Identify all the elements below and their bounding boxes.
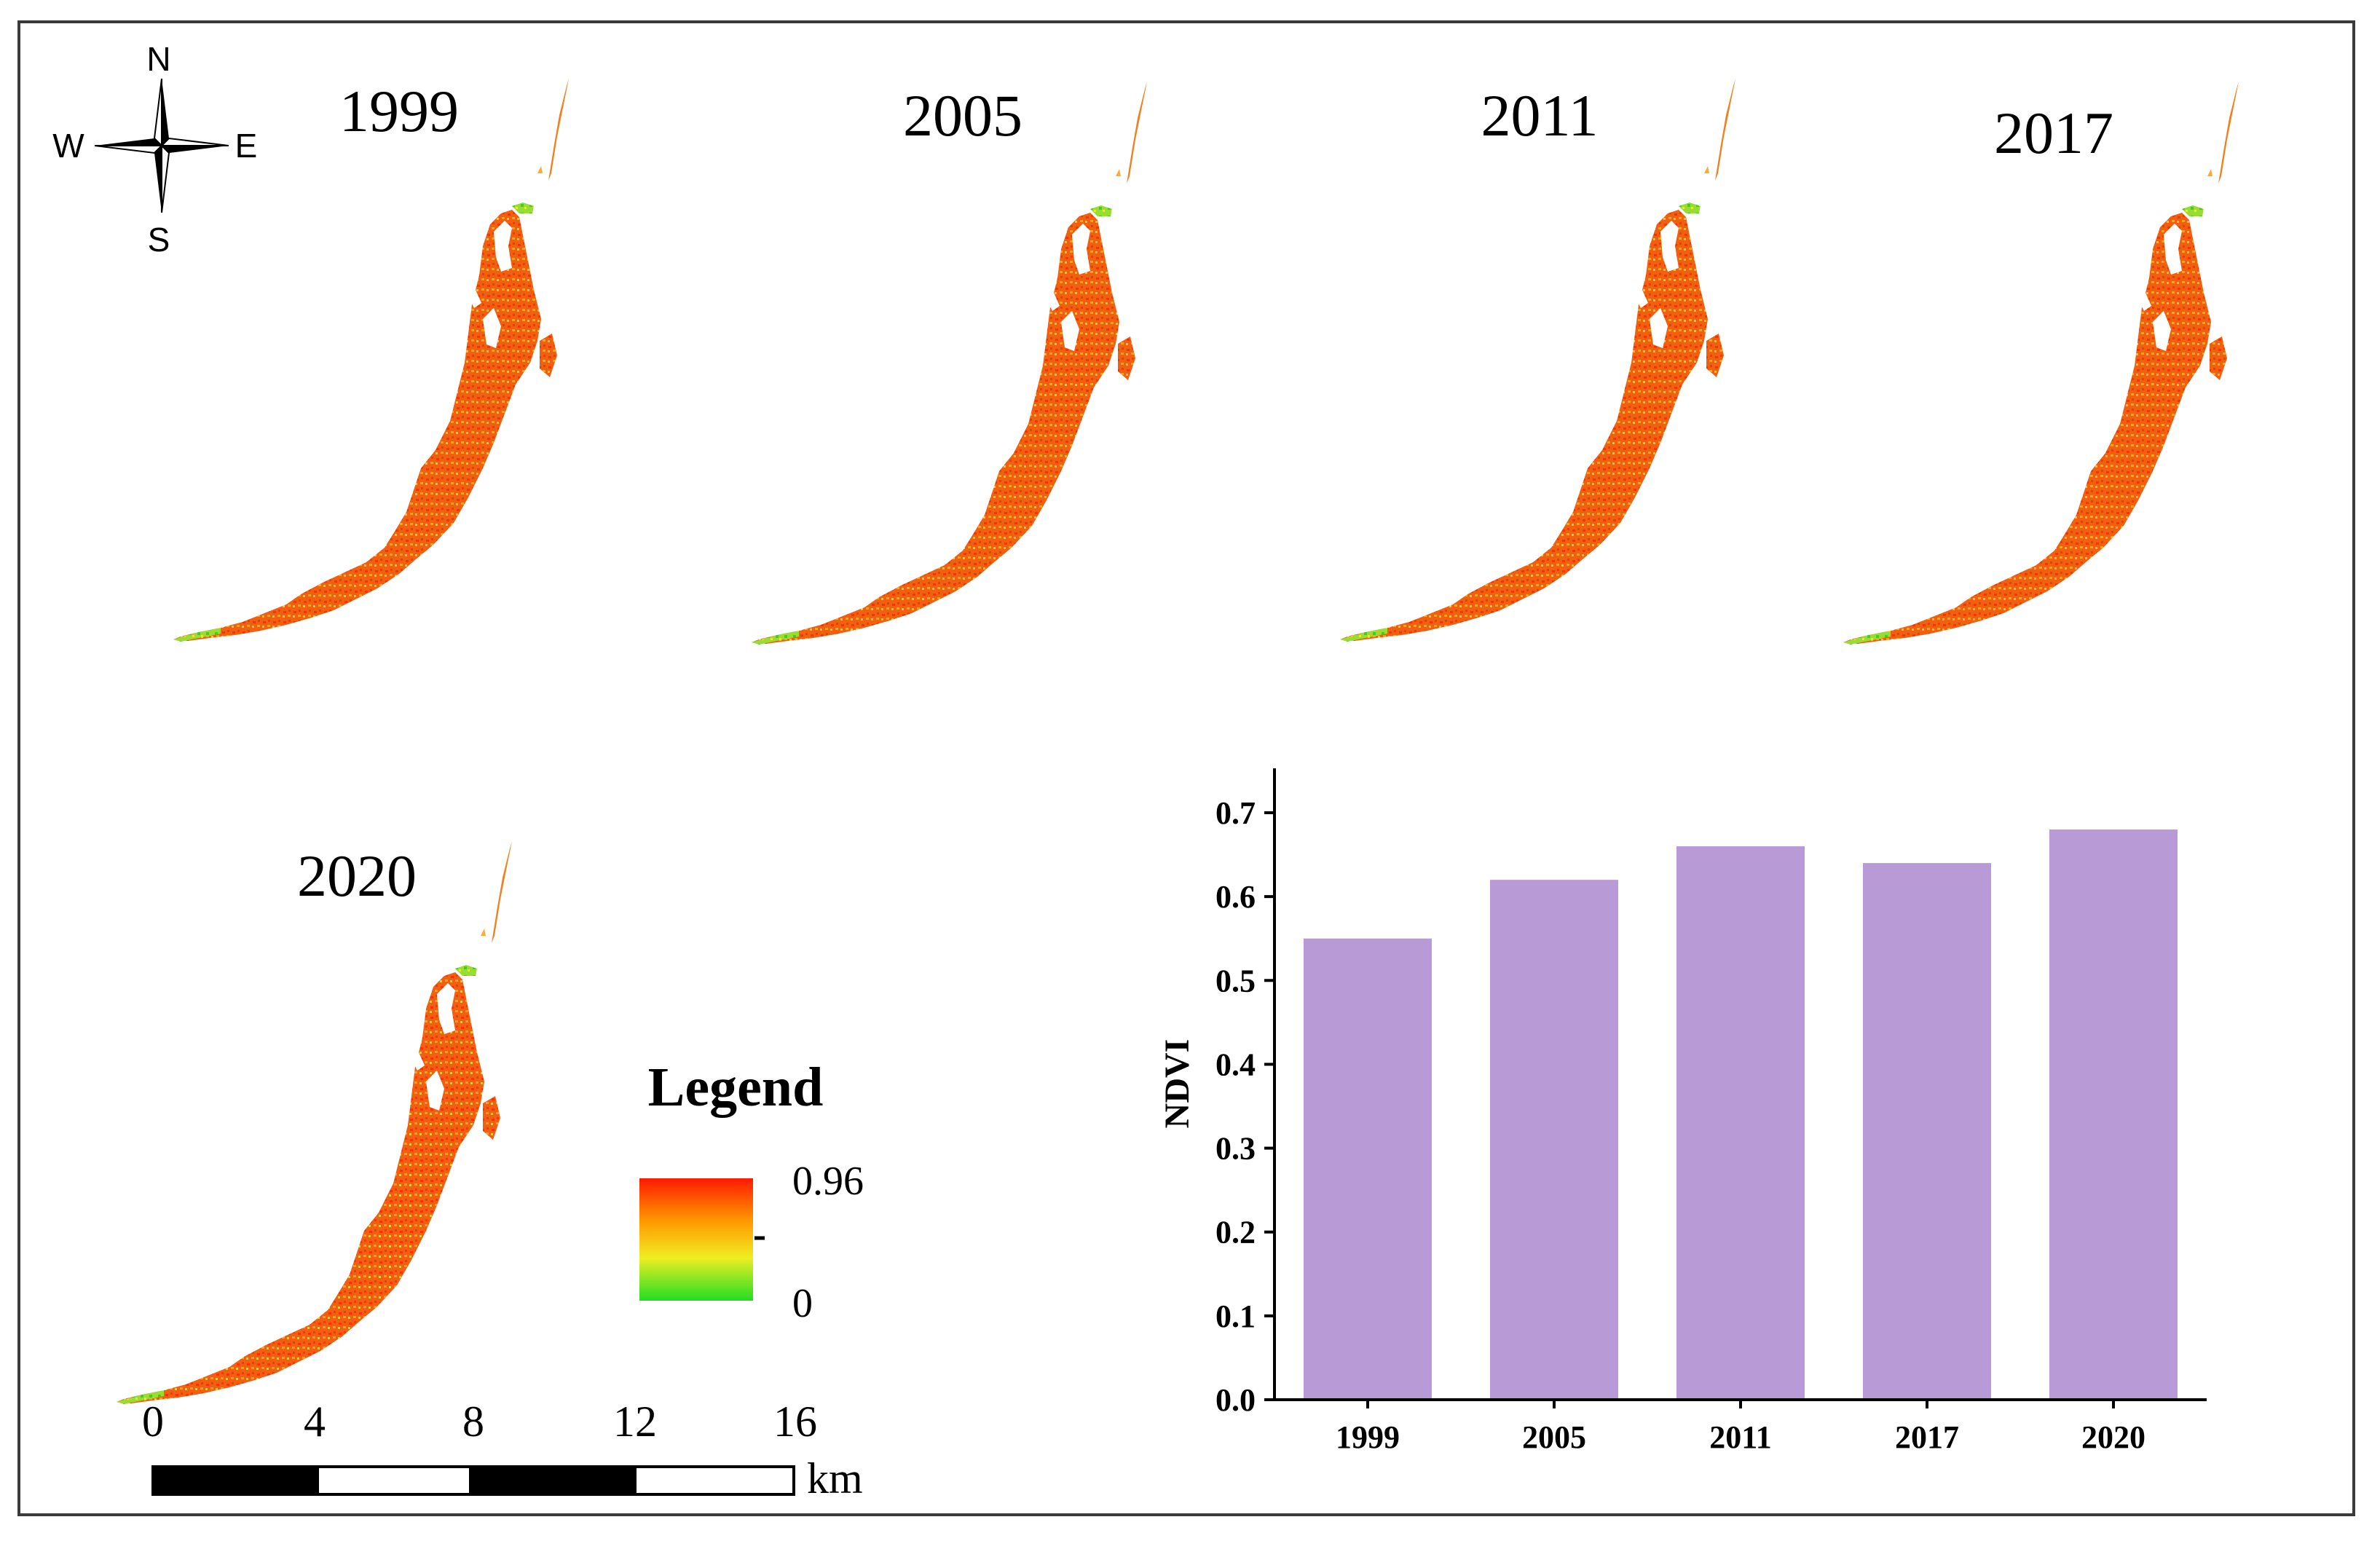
y-tick-label: 0.3 — [1215, 1131, 1256, 1167]
y-tick-label: 0.7 — [1215, 795, 1256, 831]
map-year-label: 1999 — [339, 78, 459, 144]
bar-2020 — [2049, 829, 2178, 1400]
compass-e-label: E — [235, 127, 258, 165]
x-tick-label: 2005 — [1522, 1419, 1586, 1455]
map-year-label: 2020 — [297, 843, 417, 909]
map-year-label: 2005 — [903, 82, 1022, 149]
y-tick-label: 0.2 — [1215, 1215, 1256, 1250]
scale-tick-label: 0 — [142, 1398, 164, 1446]
x-tick-label: 2017 — [1895, 1419, 1959, 1455]
x-tick-label: 2011 — [1709, 1419, 1772, 1455]
x-tick-label: 1999 — [1336, 1419, 1400, 1455]
ndvi-bar-chart: 0.0 0.1 0.2 0.3 0.4 0.5 0.6 0.7 1999 2005 2011 201… — [1158, 768, 2207, 1455]
y-tick-label: 0.1 — [1215, 1298, 1256, 1334]
legend: Legend 0.96 0 — [639, 1057, 864, 1326]
map-panel-2005: 2005 — [752, 82, 1147, 645]
bar-2011 — [1676, 846, 1805, 1400]
figure-frame — [17, 20, 2355, 1516]
compass-w-label: W — [52, 127, 84, 165]
scale-unit-label: km — [807, 1454, 863, 1502]
legend-title: Legend — [648, 1057, 824, 1118]
map-panel-2020: 2020 — [117, 841, 512, 1404]
map-panel-2011: 2011 — [1340, 79, 1735, 642]
legend-max-label: 0.96 — [792, 1159, 864, 1204]
compass-s-label: S — [148, 221, 170, 259]
legend-min-label: 0 — [792, 1281, 813, 1326]
map-year-label: 2017 — [1994, 100, 2113, 166]
bar-2017 — [1863, 863, 1991, 1400]
y-tick-label: 0.4 — [1215, 1047, 1256, 1082]
y-axis-label: NDVI — [1158, 1039, 1197, 1129]
map-year-label: 2011 — [1481, 82, 1599, 149]
map-panel-1999: 1999 — [173, 78, 569, 642]
compass-n-label: N — [146, 40, 170, 78]
y-tick-label: 0.5 — [1215, 963, 1256, 998]
bar-1999 — [1304, 938, 1432, 1400]
bar-2005 — [1490, 880, 1618, 1400]
map-panel-2017: 2017 — [1843, 82, 2239, 645]
y-tick-label: 0.0 — [1215, 1382, 1256, 1418]
y-tick-label: 0.6 — [1215, 879, 1256, 915]
scale-bar: 0 4 8 12 16 km — [142, 1398, 863, 1502]
scale-tick-label: 12 — [613, 1398, 657, 1446]
legend-color-ramp — [639, 1178, 753, 1301]
compass-rose-icon: N S E W — [52, 40, 257, 259]
scale-tick-label: 4 — [304, 1398, 326, 1446]
scale-tick-label: 8 — [462, 1398, 484, 1446]
x-tick-label: 2020 — [2081, 1419, 2145, 1455]
scale-tick-label: 16 — [773, 1398, 817, 1446]
